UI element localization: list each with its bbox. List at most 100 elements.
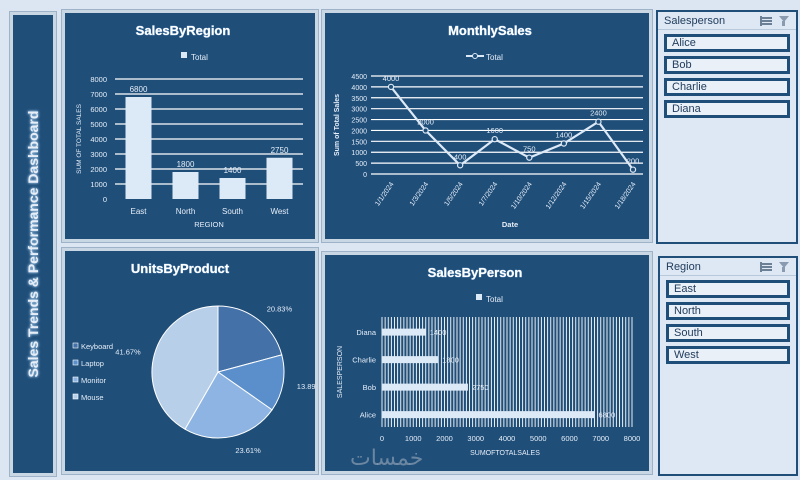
y-tick-label: 4500 [351, 74, 367, 81]
slicer-item-east[interactable]: East [666, 280, 790, 298]
legend-label: Monitor [81, 376, 107, 385]
data-label: 6800 [130, 85, 148, 94]
x-tick-label: 1/15/2024 [579, 181, 603, 211]
data-label: 1800 [442, 356, 459, 365]
dashboard-title: Sales Trends & Performance Dashboard [25, 110, 41, 378]
data-label: 1400 [224, 166, 242, 175]
y-tick-label: 3500 [351, 96, 367, 103]
monthly-sales-chart[interactable]: MonthlySales Total 0 500 1000 1500 2000 2500 300… [321, 9, 653, 243]
data-label: 1600 [486, 126, 503, 135]
x-tick-label: 5000 [530, 434, 547, 443]
slicer-item-diana[interactable]: Diana [664, 100, 790, 118]
region-slicer-title: Region [666, 260, 701, 273]
data-label: 400 [454, 152, 467, 161]
series-line [390, 86, 634, 171]
x-tick-label: East [130, 207, 147, 216]
chart-title: SalesByRegion [136, 23, 231, 38]
legend-label: Laptop [81, 359, 104, 368]
legend-label: Total [486, 53, 503, 62]
slicer-item-charlie[interactable]: Charlie [664, 78, 790, 96]
units-by-product-chart[interactable]: UnitsByProduct 20.83% 13.89% 23.61% 41.67%Ke… [61, 247, 323, 475]
data-label: 23.61% [235, 446, 261, 455]
y-tick-label: 6000 [90, 105, 107, 114]
bar-north [172, 172, 199, 199]
x-tick-label: West [270, 207, 289, 216]
pie-slice-monitor [184, 371, 273, 439]
x-tick-label: 0 [380, 434, 384, 443]
legend-label: Total [486, 295, 503, 304]
legend-swatch-icon [181, 52, 187, 58]
monthly-sales-svg: MonthlySales Total 0 500 1000 1500 2000 2500 300… [334, 23, 643, 229]
legend-label: Mouse [81, 393, 104, 402]
multi-select-icon[interactable] [760, 261, 772, 272]
data-label: 41.67% [115, 347, 141, 356]
data-label: 13.89% [297, 382, 315, 391]
y-tick-label: 7000 [90, 90, 107, 99]
x-tick-label: 1/7/2024 [478, 181, 499, 207]
y-tick-label: 1000 [351, 150, 367, 157]
data-label: 1400 [556, 131, 573, 140]
x-axis-label: REGION [194, 220, 224, 229]
data-label: 6800 [599, 411, 616, 420]
chart-title: UnitsByProduct [131, 261, 230, 276]
data-label: 20.83% [267, 305, 293, 314]
y-tick-label: Bob [363, 383, 376, 392]
data-label: 4000 [383, 74, 400, 83]
x-tick-label: 6000 [561, 434, 578, 443]
sales-by-region-chart[interactable]: SalesByRegion Total 0 1000 2000 3000 4000 5000 6… [61, 9, 319, 243]
x-tick-label: 1/3/2024 [409, 181, 430, 207]
bar-east [125, 97, 152, 199]
salesperson-slicer: Salesperson Alice Bob Charlie Diana [656, 10, 798, 244]
x-axis-label: SUMOFTOTALSALES [470, 450, 540, 457]
salesperson-slicer-title: Salesperson [664, 14, 726, 27]
data-point [422, 127, 429, 134]
bar-bob [382, 383, 468, 391]
sales-by-person-svg: SalesByPerson Total 0 1000 2000 3000 4000 5000 6… [337, 265, 641, 457]
data-point [456, 162, 464, 169]
slicer-item-north[interactable]: North [666, 302, 790, 320]
x-tick-label: North [176, 207, 196, 216]
slicer-item-alice[interactable]: Alice [664, 34, 790, 52]
salesperson-slicer-header: Salesperson [658, 12, 796, 30]
data-point [526, 154, 533, 161]
data-label: 1800 [177, 160, 195, 169]
legend-swatch-icon [72, 359, 79, 366]
data-point [629, 166, 637, 173]
slicer-item-west[interactable]: West [666, 346, 790, 364]
sales-by-person-chart[interactable]: SalesByPerson Total 0 1000 2000 3000 4000 5000 6… [321, 251, 653, 475]
x-tick-label: 4000 [499, 434, 516, 443]
chart-title: MonthlySales [448, 23, 532, 38]
multi-select-icon[interactable] [760, 15, 772, 26]
legend-swatch-icon [72, 393, 79, 400]
x-tick-label: 1000 [405, 434, 422, 443]
clear-filter-icon[interactable] [778, 261, 790, 272]
chart-title: SalesByPerson [428, 265, 523, 280]
units-by-product-svg: UnitsByProduct 20.83% 13.89% 23.61% 41.67%Ke… [72, 261, 323, 455]
region-slicer: Region East North South West [658, 256, 798, 476]
bar-charlie [382, 356, 439, 364]
x-tick-label: 8000 [624, 434, 641, 443]
bar-diana [382, 328, 426, 336]
bar-south [219, 178, 246, 199]
x-axis-label: Date [502, 220, 518, 229]
bar-west [266, 157, 293, 199]
x-tick-label: 1/5/2024 [443, 181, 464, 207]
legend-swatch-icon [72, 342, 79, 349]
y-tick-label: 2000 [90, 165, 107, 174]
y-axis-label: SUM OF TOTAL SALES [76, 103, 83, 173]
slicer-item-south[interactable]: South [666, 324, 790, 342]
y-tick-label: Diana [356, 328, 376, 337]
slicer-item-bob[interactable]: Bob [664, 56, 790, 74]
legend-swatch-icon [476, 294, 482, 300]
y-tick-label: 1500 [351, 139, 367, 146]
region-slicer-header: Region [660, 258, 796, 276]
clear-filter-icon[interactable] [778, 15, 790, 26]
x-tick-label: 1/1/2024 [374, 181, 395, 207]
y-axis-label: SALESPERSON [337, 346, 344, 398]
data-label: 750 [523, 145, 536, 154]
data-point [491, 135, 498, 143]
bar-alice [382, 411, 595, 419]
y-tick-label: Alice [360, 411, 376, 420]
x-tick-label: 3000 [467, 434, 484, 443]
pie-slice-mouse [151, 305, 219, 430]
